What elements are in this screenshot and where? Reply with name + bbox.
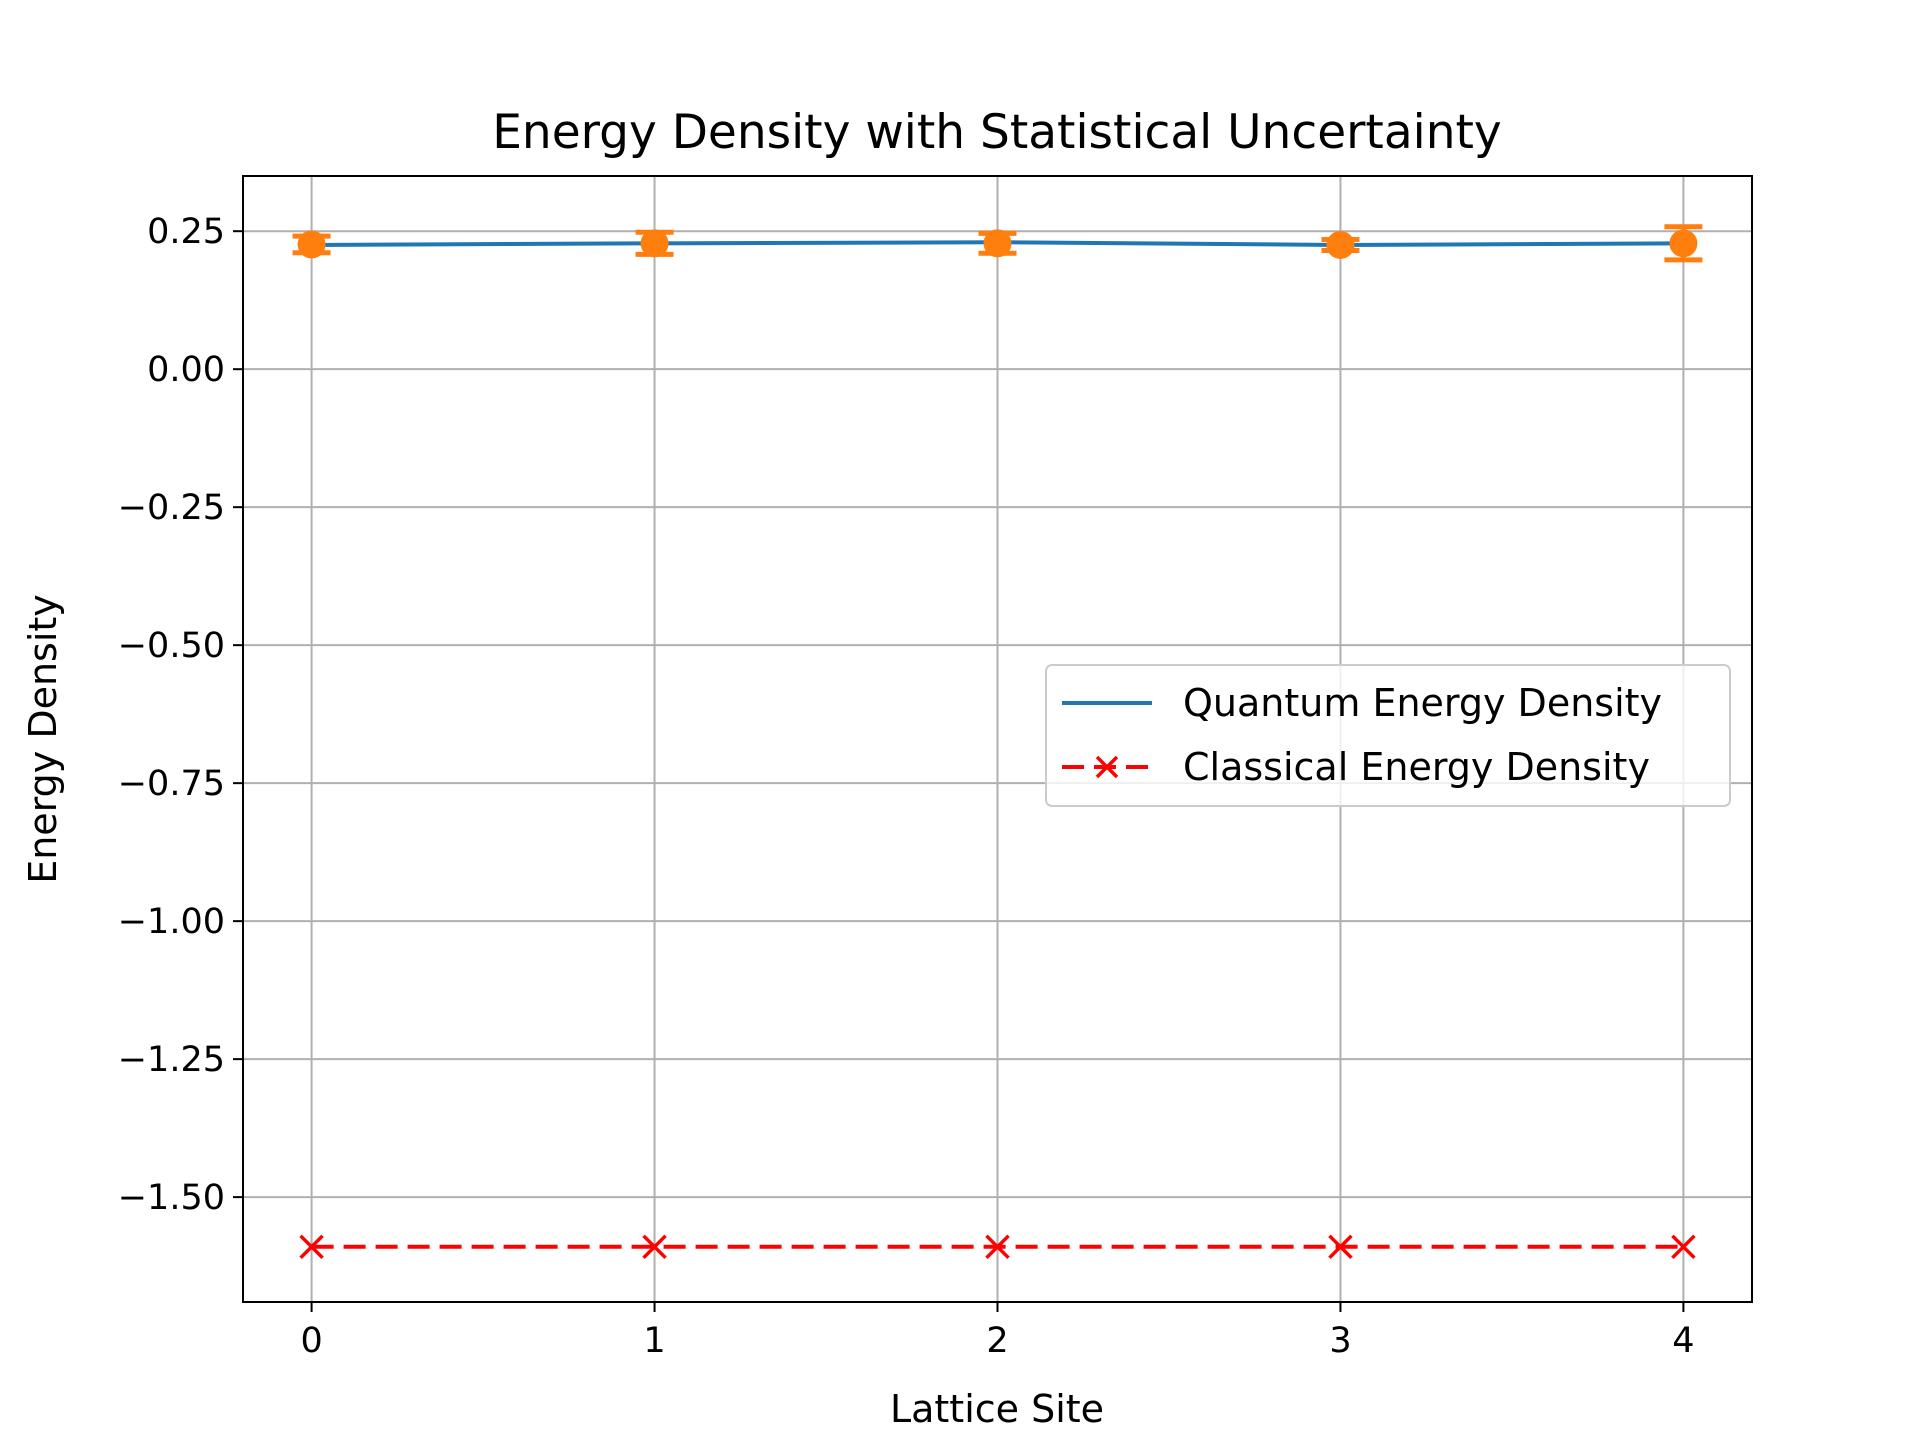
axis-ticks: 0 1 2 3 4 0.25 0.00 −0.25 −0.50 −0.75 −1.00 −1.25 −1… xyxy=(118,212,1695,1361)
y-tick-label: 0.00 xyxy=(147,350,225,390)
x-axis-label: Lattice Site xyxy=(890,1387,1104,1431)
y-axis-label: Energy Density xyxy=(21,594,65,884)
y-tick-label: −1.25 xyxy=(118,1040,225,1080)
classical-x-marker xyxy=(985,1234,1010,1260)
legend-label-classical: Classical Energy Density xyxy=(1183,745,1650,789)
x-tick-label: 3 xyxy=(1329,1321,1351,1361)
y-tick-label: −1.50 xyxy=(118,1178,225,1218)
x-tick-label: 2 xyxy=(986,1321,1008,1361)
error-bars xyxy=(292,224,1703,263)
error-bar-point xyxy=(640,229,669,258)
legend: Quantum Energy Density Classical Energy … xyxy=(1045,664,1731,807)
classical-x-marker xyxy=(1671,1234,1696,1260)
y-tick-label: −0.25 xyxy=(118,488,225,528)
error-bar-point xyxy=(297,230,326,259)
y-tick-label: −0.75 xyxy=(118,764,225,804)
legend-marker-classical xyxy=(1095,755,1119,779)
y-tick-label: −0.50 xyxy=(118,626,225,666)
x-tick-label: 1 xyxy=(643,1321,665,1361)
error-bar-point xyxy=(1669,229,1698,258)
legend-frame xyxy=(1045,664,1731,807)
classical-x-marker xyxy=(642,1234,667,1260)
classical-x-marker xyxy=(299,1234,324,1260)
x-tick-label: 4 xyxy=(1672,1321,1694,1361)
y-tick-label: −1.00 xyxy=(118,902,225,942)
legend-label-quantum: Quantum Energy Density xyxy=(1183,681,1662,725)
error-bar-point xyxy=(983,229,1012,258)
x-tick-label: 0 xyxy=(300,1321,322,1361)
chart-title: Energy Density with Statistical Uncertai… xyxy=(492,105,1502,160)
y-tick-label: 0.25 xyxy=(147,212,225,252)
classical-x-marker xyxy=(1328,1234,1353,1260)
error-bar-point xyxy=(1326,230,1355,259)
